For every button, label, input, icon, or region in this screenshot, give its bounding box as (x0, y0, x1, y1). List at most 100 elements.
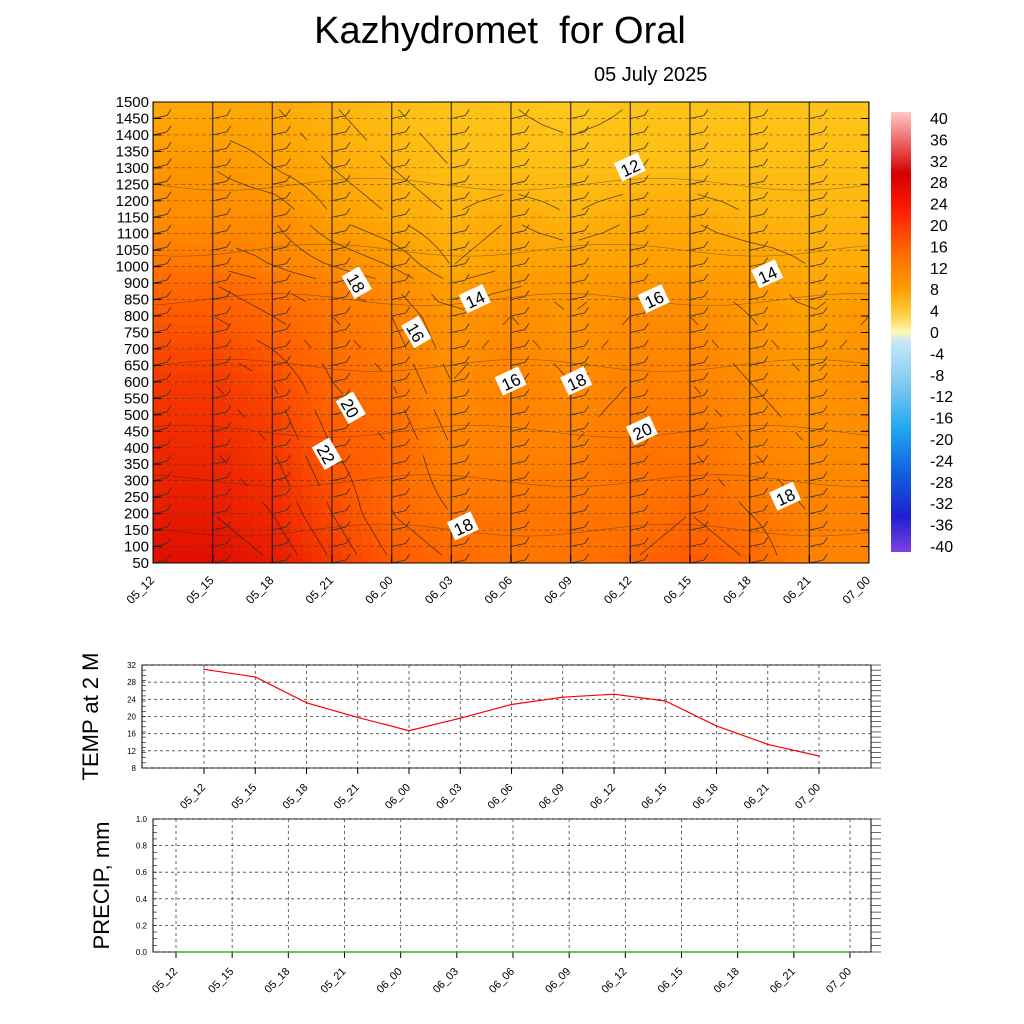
heatmap-cell (222, 342, 234, 354)
heatmap-cell (859, 182, 869, 193)
heatmap-cell (759, 142, 771, 153)
heatmap-cell (859, 322, 869, 334)
heatmap-cell (600, 412, 612, 424)
wind-barb-flag (643, 224, 649, 231)
heatmap-cell (839, 182, 850, 193)
wind-barb (570, 460, 585, 465)
wind-barb-flag (763, 191, 769, 199)
heatmap-cell (371, 122, 383, 133)
heatmap-cell (153, 362, 164, 374)
heatmap-cell (202, 142, 214, 153)
heatmap-cell (242, 542, 254, 554)
wind-barb-flag (584, 356, 590, 363)
wind-barb (153, 312, 168, 317)
heatmap-cell (699, 122, 711, 133)
heatmap-cell (620, 532, 631, 544)
heatmap-cell (650, 152, 661, 163)
heatmap-cell (232, 172, 244, 183)
heatmap-cell (302, 112, 313, 123)
heatmap-cell (421, 122, 433, 133)
heatmap-cell (481, 422, 492, 434)
heatmap-cell (272, 442, 283, 454)
heatmap-cell (232, 392, 244, 404)
heatmap-cell (839, 442, 850, 454)
heatmap-cell (849, 362, 860, 374)
heatmap-cell (153, 252, 164, 263)
wind-barb-flag (883, 340, 887, 346)
heatmap-cell (481, 432, 492, 444)
heatmap-cell (789, 392, 800, 404)
contour-segment (711, 339, 720, 349)
wind-barb (451, 213, 466, 218)
colorbar-label: -40 (930, 539, 953, 556)
heatmap-cell (719, 222, 731, 233)
heatmap-cell (660, 482, 671, 494)
heatmap-cell (739, 292, 751, 304)
heatmap-cell (182, 172, 194, 183)
heatmap-cell (222, 152, 234, 163)
heatmap-cell (570, 462, 582, 474)
heatmap-cell (341, 242, 353, 253)
wind-barb (630, 279, 645, 284)
heatmap-cell (232, 272, 244, 283)
heatmap-cell (660, 352, 671, 364)
contour-segment (310, 255, 325, 264)
heatmap-cell (660, 382, 671, 394)
heatmap-cell (491, 552, 502, 563)
heatmap-cell (650, 262, 661, 273)
heatmap-cell (600, 552, 612, 563)
heatmap-cell (839, 502, 850, 514)
heatmap-cell (212, 322, 224, 334)
y-tick-label: 1250 (116, 176, 149, 193)
heatmap-cell (759, 202, 771, 213)
heatmap-cell (590, 322, 602, 334)
heatmap-cell (351, 542, 363, 554)
heatmap-cell (282, 182, 293, 193)
heatmap-cell (630, 132, 641, 143)
wind-barb-flag (405, 109, 411, 116)
heatmap-cell (361, 362, 373, 374)
wind-barb-flag (822, 537, 828, 544)
contour-segment (433, 409, 438, 418)
wind-barb-flag (405, 306, 411, 314)
heatmap-cell (719, 102, 731, 113)
heatmap-cell (709, 232, 721, 243)
heatmap-cell (520, 472, 532, 484)
panel-x-tick-label: 06_00 (375, 966, 405, 996)
heatmap-cell (312, 202, 323, 213)
heatmap-cell (580, 442, 592, 454)
heatmap-cell (530, 252, 542, 263)
heatmap-cell (650, 202, 661, 213)
heatmap-cell (680, 132, 691, 143)
heatmap-cell (302, 482, 313, 494)
heatmap-cell (292, 462, 303, 474)
wind-barb-flag (227, 93, 231, 99)
wind-barb (868, 249, 869, 251)
heatmap-cell (550, 232, 562, 243)
heatmap-cell (540, 422, 552, 434)
heatmap-cell (590, 432, 602, 444)
heatmap-cell (550, 412, 562, 424)
heatmap-cell (441, 382, 452, 394)
heatmap-cell (699, 302, 711, 314)
heatmap-cell (520, 452, 532, 464)
heatmap-cell (610, 132, 621, 143)
heatmap-cell (600, 452, 612, 464)
heatmap-cell (719, 352, 731, 364)
y-tick-label: 350 (124, 456, 149, 473)
heatmap-cell (441, 412, 452, 424)
contour-segment (429, 240, 438, 249)
heatmap-cell (381, 352, 393, 364)
heatmap-cell (491, 542, 502, 554)
wind-barb-flag (166, 306, 172, 314)
heatmap-cell (540, 262, 552, 273)
wind-barb-flag (584, 389, 590, 396)
heatmap-cell (292, 422, 303, 434)
heatmap-cell (520, 362, 532, 374)
heatmap-cell (222, 352, 234, 364)
heatmap-cell (829, 432, 840, 444)
wind-barb-flag (285, 405, 291, 413)
heatmap-cell (540, 472, 552, 484)
wind-barb (809, 329, 824, 333)
heatmap-cell (699, 172, 711, 183)
